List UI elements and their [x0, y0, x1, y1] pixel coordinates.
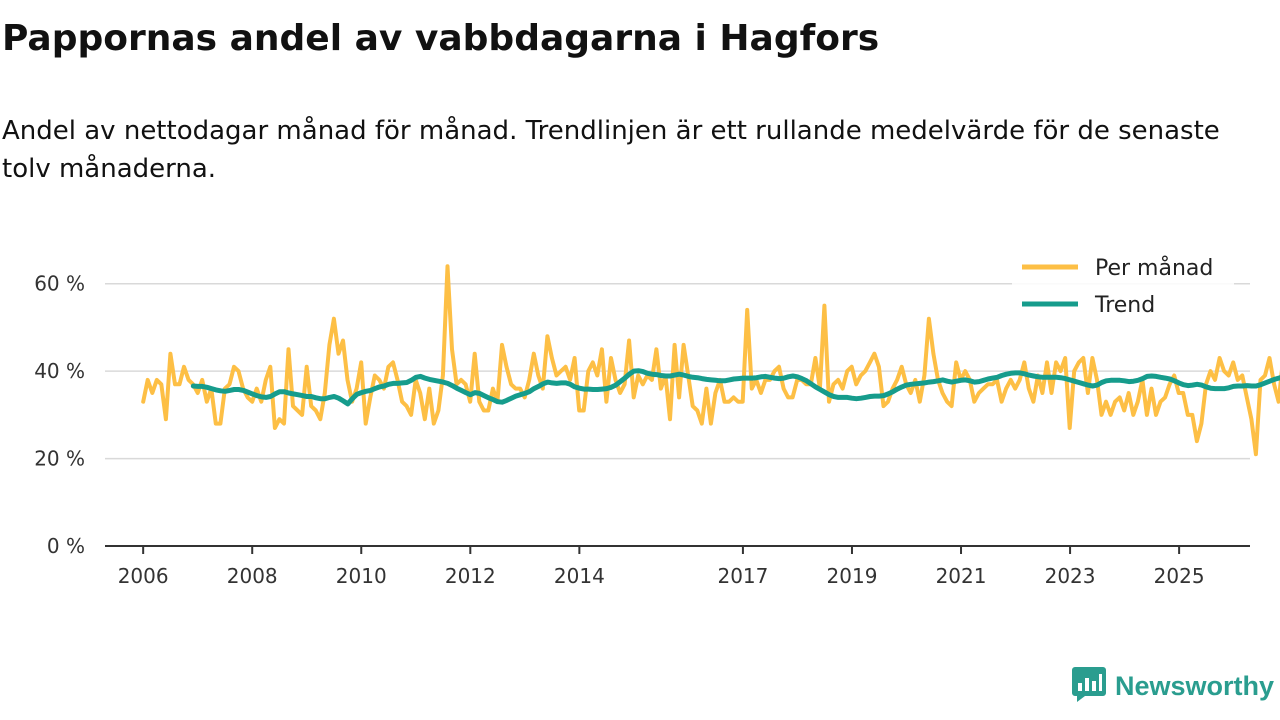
- legend: Per månad Trend: [1012, 250, 1234, 324]
- legend-background: [1012, 250, 1234, 324]
- x-tick-label: 2014: [554, 564, 605, 588]
- x-tick-label: 2010: [336, 564, 387, 588]
- series-line-trend: [190, 368, 1280, 407]
- series-line-per-manad: [141, 264, 1280, 457]
- brand-name: Newsworthy: [1114, 670, 1274, 701]
- y-axis: 0 % 20 % 40 % 60 %: [34, 272, 85, 558]
- y-tick-label: 60 %: [34, 272, 85, 296]
- y-tick-label: 0 %: [47, 534, 85, 558]
- legend-label-per-manad: Per månad: [1095, 255, 1213, 281]
- legend-label-trend: Trend: [1094, 293, 1155, 318]
- x-tick-label: 2017: [717, 564, 768, 588]
- series-group: [141, 264, 1280, 457]
- newsworthy-brand: Newsworthy: [1071, 666, 1274, 706]
- x-tick-label: 2006: [118, 564, 169, 588]
- chart-subtitle: Andel av nettodagar månad för månad. Tre…: [2, 116, 1220, 184]
- chart-title: Pappornas andel av vabbdagarna i Hagfors: [2, 18, 880, 59]
- x-tick-label: 2019: [827, 564, 878, 588]
- x-tick-label: 2012: [445, 564, 496, 588]
- x-tick-label: 2008: [227, 564, 278, 588]
- newsworthy-logo-icon: [1071, 665, 1107, 707]
- x-tick-label: 2023: [1045, 564, 1096, 588]
- y-tick-label: 20 %: [34, 447, 85, 471]
- y-tick-label: 40 %: [34, 359, 85, 383]
- x-tick-label: 2021: [936, 564, 987, 588]
- x-axis: 2006 2008 2010 2012 2014 2017 2019 2021 2023 2025: [105, 545, 1250, 588]
- x-tick-label: 2025: [1154, 564, 1205, 588]
